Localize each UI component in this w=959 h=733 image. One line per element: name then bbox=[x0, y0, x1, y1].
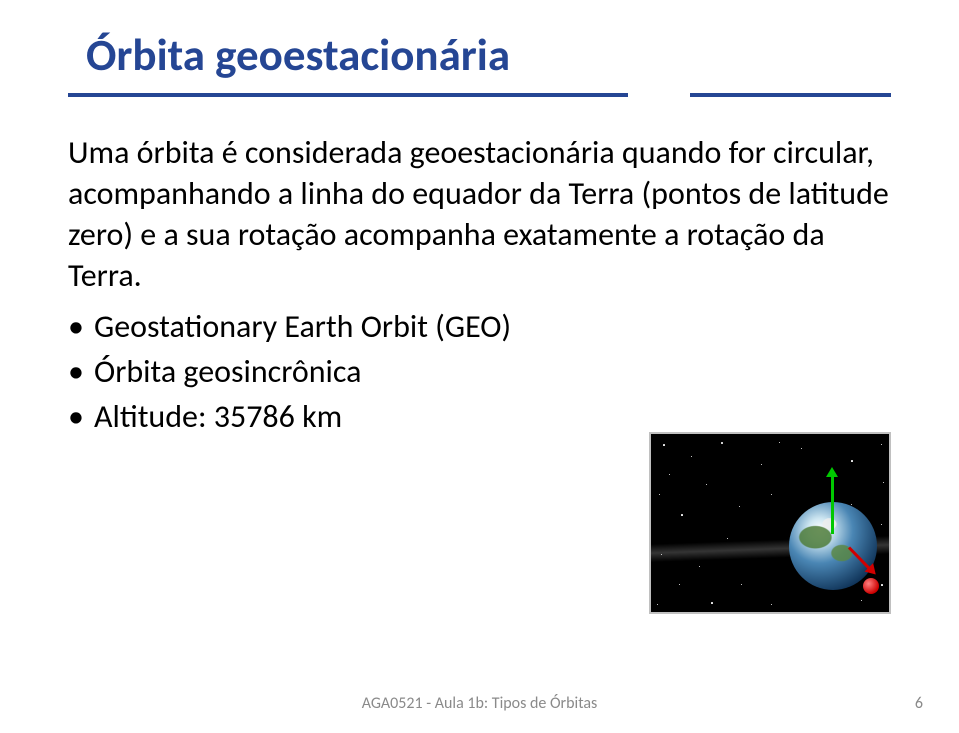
bullet-list: Geostationary Earth Orbit (GEO) Órbita g… bbox=[68, 307, 891, 438]
orbit-figure bbox=[649, 432, 891, 614]
star bbox=[741, 584, 742, 585]
star bbox=[691, 456, 692, 457]
star bbox=[861, 600, 862, 601]
title-underline bbox=[68, 93, 891, 97]
star bbox=[739, 506, 740, 507]
bullet-item: Geostationary Earth Orbit (GEO) bbox=[68, 307, 891, 348]
star bbox=[711, 602, 713, 604]
star bbox=[881, 584, 883, 586]
star bbox=[659, 494, 660, 495]
star bbox=[721, 442, 723, 444]
title-underline-right bbox=[690, 93, 891, 97]
axis-up-arrow bbox=[831, 476, 834, 534]
bullet-item: Órbita geosincrônica bbox=[68, 352, 891, 393]
star bbox=[883, 482, 884, 483]
star bbox=[669, 474, 670, 475]
star bbox=[727, 538, 728, 539]
star bbox=[706, 484, 707, 485]
star bbox=[881, 524, 882, 525]
page-number: 6 bbox=[915, 694, 923, 713]
satellite-icon bbox=[863, 578, 879, 594]
star bbox=[681, 514, 683, 516]
star bbox=[801, 448, 802, 449]
star bbox=[771, 494, 772, 495]
footer-text: AGA0521 - Aula 1b: Tipos de Órbitas bbox=[0, 694, 959, 713]
star bbox=[851, 460, 853, 462]
star bbox=[851, 504, 852, 505]
star bbox=[779, 442, 780, 443]
star bbox=[771, 604, 772, 605]
star bbox=[881, 444, 882, 445]
star bbox=[657, 604, 658, 605]
star bbox=[663, 444, 665, 446]
slide: Órbita geoestacionária Uma órbita é cons… bbox=[0, 0, 959, 733]
star bbox=[699, 566, 700, 567]
star bbox=[679, 584, 680, 585]
star bbox=[761, 464, 762, 465]
body-paragraph: Uma órbita é considerada geoestacionária… bbox=[68, 133, 891, 297]
title-underline-left bbox=[68, 93, 628, 97]
slide-title: Órbita geoestacionária bbox=[68, 28, 891, 91]
slide-body: Uma órbita é considerada geoestacionária… bbox=[68, 133, 891, 438]
